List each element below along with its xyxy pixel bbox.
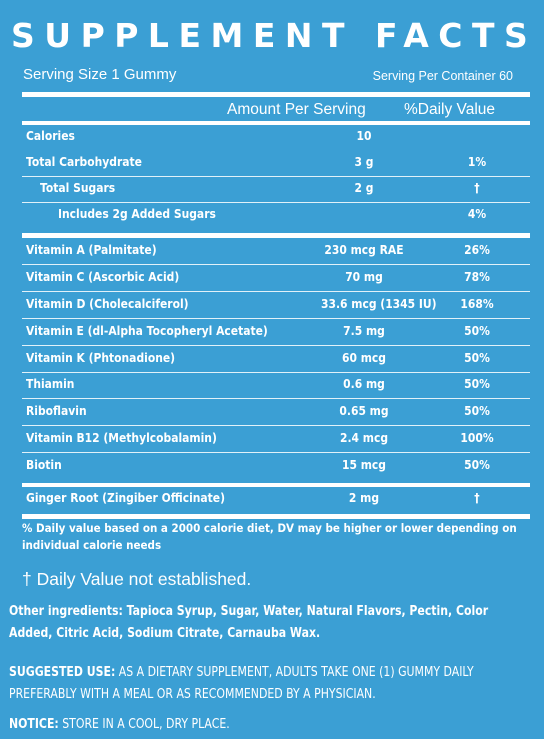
nutrient-row: Includes 2g Added Sugars 4% (22, 202, 530, 228)
nutrient-amount: 7.5 mg (343, 323, 385, 338)
thick-rule-sugars (22, 233, 530, 238)
nutrient-row: Vitamin C (Ascorbic Acid) 70 mg 78% (22, 265, 530, 292)
nutrient-daily-value: 100% (460, 430, 494, 445)
nutrient-name: Vitamin C (Ascorbic Acid) (26, 269, 180, 284)
nutrient-row: Ginger Root (Zingiber Officinate) 2 mg † (22, 486, 530, 512)
nutrient-daily-value: 50% (464, 350, 490, 365)
nutrient-name: Total Carbohydrate (26, 154, 142, 169)
header-daily-value: %Daily Value (404, 101, 496, 118)
nutrient-name: Vitamin K (Phtonadione) (26, 350, 176, 365)
nutrient-amount: 33.6 mcg (1345 IU) (321, 296, 437, 311)
nutrient-daily-value: † (474, 180, 480, 195)
nutrient-daily-value: 1% (467, 154, 487, 169)
nutrient-name: Total Sugars (40, 180, 116, 195)
nutrient-row: Biotin 15 mcg 50% (22, 453, 530, 479)
nutrient-amount: 3 g (354, 154, 374, 169)
nutrient-amount: 60 mcg (342, 350, 386, 365)
header-amount: Amount Per Serving (227, 101, 366, 118)
nutrient-name: Includes 2g Added Sugars (58, 206, 216, 221)
nutrient-row: Vitamin K (Phtonadione) 60 mcg 50% (22, 346, 530, 373)
nutrient-row: Vitamin D (Cholecalciferol) 33.6 mcg (134… (22, 292, 530, 319)
nutrient-daily-value: † (474, 490, 480, 505)
nutrient-name: Calories (26, 128, 75, 143)
nutrient-name: Vitamin D (Cholecalciferol) (26, 296, 189, 311)
nutrient-name: Vitamin B12 (Methylcobalamin) (26, 430, 217, 445)
nutrient-amount: 2.4 mcg (339, 430, 389, 445)
nutrient-name: Vitamin E (dl-Alpha Tocopheryl Acetate) (26, 323, 268, 338)
nutrient-daily-value: 50% (464, 376, 490, 391)
serving-size: Serving Size 1 Gummy (23, 66, 177, 83)
dagger-note: † Daily Value not established. (22, 569, 252, 589)
nutrient-row: Total Carbohydrate 3 g 1% (22, 150, 530, 177)
nutrient-row: Calories 10 (22, 124, 530, 150)
notice: NOTICE: STORE IN A COOL, DRY PLACE. (9, 714, 530, 736)
thick-rule-top (22, 92, 530, 97)
nutrient-amount: 15 mcg (342, 457, 386, 472)
nutrient-daily-value: 50% (464, 323, 490, 338)
suggested-use-label: SUGGESTED USE: (9, 665, 116, 680)
nutrient-daily-value: 78% (464, 269, 490, 284)
nutrient-amount: 10 (356, 128, 372, 143)
nutrient-name: Thiamin (26, 376, 75, 391)
thick-rule-header (22, 121, 530, 125)
suggested-use: SUGGESTED USE: AS A DIETARY SUPPLEMENT, … (9, 662, 530, 706)
nutrient-name: Ginger Root (Zingiber Officinate) (26, 490, 226, 505)
nutrient-row: Thiamin 0.6 mg 50% (22, 372, 530, 399)
nutrient-daily-value: 168% (460, 296, 494, 311)
nutrient-row: Vitamin B12 (Methylcobalamin) 2.4 mcg 100% (22, 426, 530, 453)
nutrient-row: Total Sugars 2 g † (22, 176, 530, 203)
nutrient-name: Biotin (26, 457, 62, 472)
suggested-use-text: AS A DIETARY SUPPLEMENT, ADULTS TAKE ONE… (9, 665, 474, 702)
nutrient-amount: 70 mg (345, 269, 383, 284)
nutrient-daily-value: 50% (464, 403, 490, 418)
other-ingredients: Other ingredients: Tapioca Syrup, Sugar,… (9, 604, 489, 641)
nutrient-row: Vitamin E (dl-Alpha Tocopheryl Acetate) 7… (22, 319, 530, 346)
nutrient-amount: 0.65 mg (339, 403, 389, 418)
footnote: % Daily value based on a 2000 calorie di… (22, 521, 517, 552)
panel-title: SUPPLEMENT FACTS (11, 16, 538, 55)
nutrient-row: Riboflavin 0.65 mg 50% (22, 399, 530, 426)
nutrient-daily-value: 26% (464, 242, 490, 257)
nutrient-amount: 2 g (354, 180, 374, 195)
nutrient-daily-value: 4% (467, 206, 487, 221)
supplement-facts-panel: SUPPLEMENT FACTS Serving Size 1 Gummy Se… (11, 8, 533, 592)
nutrient-daily-value: 50% (464, 457, 490, 472)
nutrient-name: Vitamin A (Palmitate) (26, 242, 157, 257)
nutrient-row: Vitamin A (Palmitate) 230 mcg RAE 26% (22, 238, 530, 265)
servings-per-container: Serving Per Container 60 (372, 69, 513, 83)
thick-rule-footnote (22, 514, 530, 519)
nutrient-name: Riboflavin (26, 403, 87, 418)
thick-rule-vitamins (22, 483, 530, 487)
nutrient-amount: 2 mg (348, 490, 380, 505)
nutrient-amount: 0.6 mg (343, 376, 385, 391)
notice-label: NOTICE: (9, 717, 59, 732)
notice-text: STORE IN A COOL, DRY PLACE. (58, 717, 230, 732)
nutrient-amount: 230 mcg RAE (324, 242, 404, 257)
